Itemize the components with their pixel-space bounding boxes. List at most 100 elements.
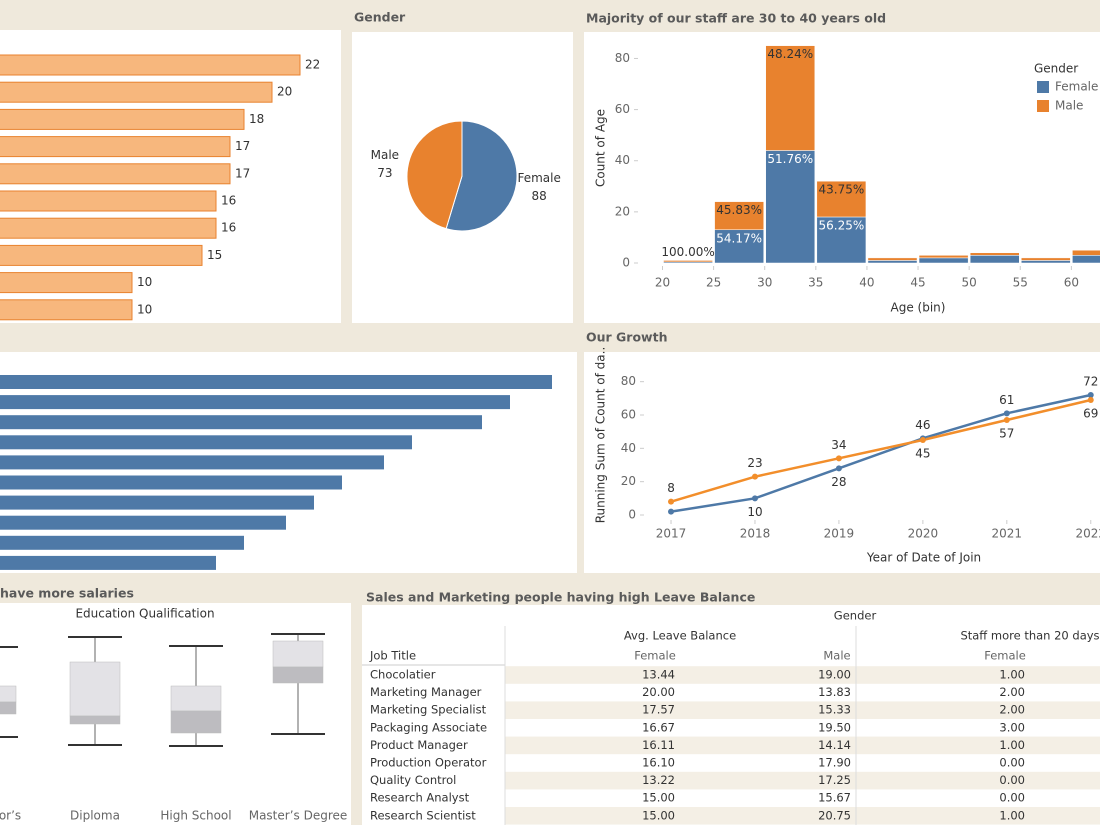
pie-slice xyxy=(406,120,463,230)
value-label: 43.75% xyxy=(818,183,864,197)
value-label: 8 xyxy=(667,481,675,495)
row-band xyxy=(505,771,1100,790)
x-tick-label: 35 xyxy=(808,276,823,290)
cell: 17.57 xyxy=(642,703,675,717)
cell: Packaging Associate xyxy=(370,720,487,734)
x-tick-label: or’s xyxy=(0,809,21,823)
chart-title: Gender xyxy=(354,10,406,25)
cell: 20.00 xyxy=(642,685,675,699)
cell: 20.75 xyxy=(818,808,851,822)
cell: 13.83 xyxy=(818,685,851,699)
cell: 0.00 xyxy=(999,773,1025,787)
cell: 15.00 xyxy=(642,808,675,822)
cell: 1.00 xyxy=(999,738,1025,752)
box-lower xyxy=(170,710,222,734)
box-header: Education Qualification xyxy=(75,607,214,621)
cell: 0.00 xyxy=(999,756,1025,770)
cell: Marketing Specialist xyxy=(370,703,487,717)
x-tick-label: 2019 xyxy=(824,527,855,541)
row-band xyxy=(505,736,1100,755)
x-tick-label: 2017 xyxy=(656,527,687,541)
point xyxy=(835,465,842,472)
value-label: 51.76% xyxy=(767,152,813,166)
y-tick-label: 0 xyxy=(628,508,636,522)
panel xyxy=(584,32,1100,323)
value-label: 16 xyxy=(221,221,236,235)
x-tick-label: 2020 xyxy=(908,527,939,541)
cell: 1.00 xyxy=(999,808,1025,822)
value-label: 34 xyxy=(831,438,846,452)
histogram-bar xyxy=(1021,257,1071,261)
box-upper xyxy=(0,685,17,703)
bar xyxy=(0,515,286,530)
histogram-bar xyxy=(765,45,816,151)
cell: Production Operator xyxy=(370,756,487,770)
bar xyxy=(0,395,510,410)
x-axis-title: Age (bin) xyxy=(891,301,946,315)
value-label: 48.24% xyxy=(767,47,813,61)
y-axis-title: Running Sum of Count of da.. xyxy=(594,347,608,524)
histogram-bar xyxy=(1021,260,1071,264)
cell: 2.00 xyxy=(999,703,1025,717)
x-tick-label: 50 xyxy=(962,276,977,290)
row-header: Job Title xyxy=(369,649,416,663)
cell: 16.10 xyxy=(642,756,675,770)
value-label: 56.25% xyxy=(818,218,864,232)
point xyxy=(919,437,926,443)
cell: 3.00 xyxy=(999,720,1025,734)
y-tick-label: 80 xyxy=(621,374,636,388)
bar xyxy=(0,136,231,158)
histogram-bar xyxy=(918,255,969,259)
bar xyxy=(0,272,133,294)
histogram-bar xyxy=(663,260,713,263)
chart-title: Our Growth xyxy=(586,330,667,345)
x-tick-label: Master’s Degree xyxy=(249,809,348,823)
histogram-bar xyxy=(816,180,867,218)
bar xyxy=(0,108,245,130)
cell: Research Analyst xyxy=(370,791,470,805)
table-title: Sales and Marketing people having high L… xyxy=(366,590,755,605)
chart-title: Majority of our staff are 30 to 40 years… xyxy=(586,11,886,26)
box-lower xyxy=(0,701,17,715)
cell: 14.14 xyxy=(818,738,851,752)
sub-header: Female xyxy=(984,649,1026,663)
box-upper xyxy=(272,640,324,668)
box-lower xyxy=(69,715,121,725)
legend-swatch xyxy=(1037,100,1049,112)
value-label: 69 xyxy=(1083,407,1098,421)
x-tick-label: High School xyxy=(160,809,231,823)
histogram-bar xyxy=(816,216,867,264)
value-label: 57 xyxy=(999,427,1014,441)
y-tick-label: 60 xyxy=(621,408,636,422)
x-tick-label: 25 xyxy=(706,276,721,290)
x-tick-label: 40 xyxy=(859,276,874,290)
value-label: 18 xyxy=(249,112,264,126)
row-band xyxy=(505,666,1100,684)
sub-header: Female xyxy=(634,649,676,663)
value-label: 17 xyxy=(235,166,250,180)
cell: 17.25 xyxy=(818,773,851,787)
value-label: 100.00% xyxy=(661,245,714,259)
histogram-bar xyxy=(918,257,969,264)
column-group: Gender xyxy=(834,609,877,623)
legend-label: Male xyxy=(1055,99,1083,113)
value-label: 28 xyxy=(831,475,846,489)
bar xyxy=(0,415,482,430)
y-tick-label: 60 xyxy=(615,102,630,116)
x-tick-label: 55 xyxy=(1013,276,1028,290)
panel xyxy=(584,352,1100,573)
value-label: 10 xyxy=(137,275,152,289)
cell: Chocolatier xyxy=(370,668,436,682)
bar xyxy=(0,299,133,321)
point xyxy=(1003,417,1010,423)
bar xyxy=(0,190,217,212)
point xyxy=(668,498,675,505)
value-label: 17 xyxy=(235,139,250,153)
box-upper xyxy=(69,661,121,717)
point xyxy=(751,495,758,502)
slice-value: 73 xyxy=(377,166,392,180)
y-tick-label: 20 xyxy=(621,474,636,488)
pie-slice xyxy=(445,120,518,232)
